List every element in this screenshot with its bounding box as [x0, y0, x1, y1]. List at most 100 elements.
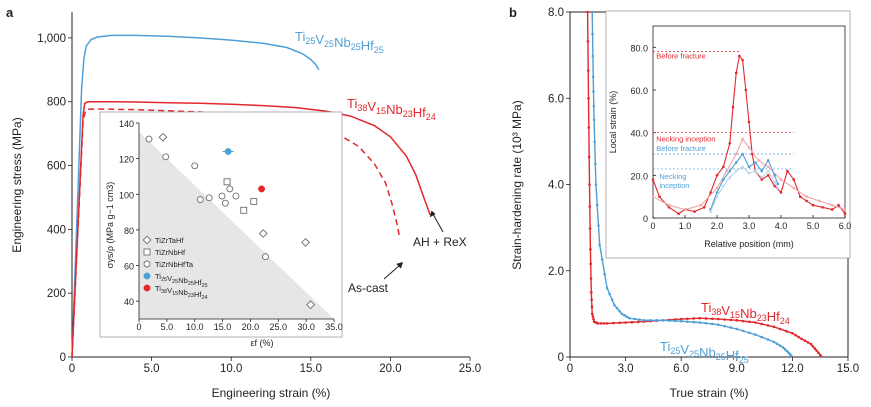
inset-a-y-label: σys/ρ (MPa g−1 cm3) [105, 182, 115, 268]
inset-a-x-tick-label: 25.0 [270, 322, 288, 332]
panel-b-point-2 [655, 319, 659, 322]
inset-a-x-tick-label: 20.0 [242, 322, 260, 332]
panel-b-point-1 [716, 317, 720, 321]
panel-b-point-1 [754, 321, 757, 324]
inset-a-point-4 [224, 148, 232, 155]
panel-b-x-tick-label: 9.0 [729, 363, 745, 375]
panel-b-point-1 [818, 353, 822, 357]
inset-a-y-tick-label: 80 [124, 226, 134, 236]
inset-b-point-2 [830, 203, 834, 207]
inset-b-point-3 [760, 169, 764, 173]
panel-a-x-label: Engineering strain (%) [212, 386, 331, 400]
inset-b-point-1 [779, 191, 783, 194]
panel-b-point-1 [596, 322, 600, 325]
panel-b-point-1 [729, 318, 733, 322]
inset-b-chart: 0 1.0 2.0 3.0 4.0 5.0 6.0 0 20.0 40.0 60.0 80.0 Re… [605, 10, 852, 259]
inset-b-point-4 [760, 176, 764, 179]
panel-b-point-2 [615, 306, 619, 310]
panel-b-point-1 [588, 227, 592, 230]
panel-a-line-1 [71, 34, 320, 358]
panel-a-x-tick-label: 5.0 [144, 363, 160, 375]
panel-b-chart: b 0 3.0 6.0 9.0 12.0 15.0 0 2.0 4.0 6.0 8.0 True … [509, 5, 859, 400]
panel-a-x-ticks: 0 5.0 10.0 15.0 20.0 25.0 [69, 357, 481, 375]
inset-b-annotation-5: inception [659, 181, 689, 190]
panel-b-point-2 [735, 327, 739, 331]
inset-b-point-1 [747, 120, 751, 124]
inset-a-y-tick-label: 140 [119, 119, 134, 129]
panel-b-point-2 [613, 303, 616, 307]
inset-b-point-2 [766, 165, 770, 169]
panel-b-point-1 [586, 10, 589, 14]
panel-b-point-1 [809, 342, 813, 346]
panel-b-point-1 [612, 321, 615, 325]
panel-b-point-2 [623, 314, 626, 317]
inset-b-point-3 [773, 174, 776, 177]
panel-b-point-2 [760, 335, 763, 339]
inset-b-point-2 [725, 169, 728, 173]
panel-a-y-tick-label: 1,000 [37, 33, 66, 45]
inset-b-annotation-2: Necking inception [656, 135, 715, 144]
inset-a-x-tick-label: 0 [136, 322, 141, 332]
panel-b-point-2 [698, 321, 702, 324]
inset-b-point-1 [786, 169, 789, 173]
inset-b-point-1 [709, 191, 712, 194]
inset-b-point-1 [760, 178, 764, 181]
inset-b-point-1 [702, 206, 706, 209]
panel-b-point-1 [815, 349, 818, 352]
inset-a-chart: 0 5.0 10.0 15.0 20.0 25.0 30.0 35.0 40 60 80 100 12… [99, 111, 343, 348]
inset-b-point-4 [766, 169, 770, 173]
panel-b-point-2 [741, 329, 745, 333]
panel-b-point-1 [589, 277, 593, 280]
inset-b-annotation-3: Before fracture [656, 144, 706, 153]
inset-b-x-tick-label: 6.0 [839, 221, 852, 231]
inset-a-y-tick-label: 120 [119, 155, 134, 165]
panel-b-y-tick-label: 0 [558, 352, 564, 364]
inset-a-point-2 [240, 206, 248, 214]
panel-b-point-1 [679, 317, 683, 321]
inset-a-legend-marker-5 [143, 284, 151, 292]
panel-b-point-1 [791, 331, 794, 335]
label-ti38: Ti38V15Nb23Hf24 [347, 96, 436, 122]
inset-b-line-3 [710, 152, 779, 210]
inset-b-point-1 [744, 88, 748, 92]
panel-b-point-2 [594, 162, 597, 166]
panel-a-y-tick-label: 800 [47, 97, 66, 109]
panel-b-point-2 [778, 344, 782, 348]
inset-b-point-1 [667, 206, 671, 209]
panel-a-x-tick-label: 10.0 [220, 363, 242, 375]
panel-b-point-1 [704, 317, 708, 320]
inset-a-point-2 [250, 197, 258, 205]
inset-b-point-4 [741, 165, 744, 169]
panel-a-y-label: Engineering stress (MPa) [10, 117, 24, 252]
panel-b-point-2 [593, 140, 597, 144]
inset-a-y-tick-label: 60 [124, 262, 134, 272]
panel-b-x-tick-label: 15.0 [837, 363, 859, 375]
inset-b-point-1 [722, 165, 725, 169]
panel-b-y-tick-label: 8.0 [548, 7, 564, 19]
panel-b-point-2 [775, 342, 779, 346]
inset-b-point-1 [731, 105, 735, 109]
panel-a-chart: a 0 5.0 10.0 15.0 20.0 25.0 02004006008001,00… [6, 5, 481, 400]
inset-b-annotation-1: Before fracture [656, 52, 706, 61]
inset-a-point-3 [145, 135, 153, 143]
panel-b-point-2 [649, 319, 652, 322]
inset-b-point-2 [699, 203, 703, 207]
inset-a-point-3 [191, 162, 199, 170]
inset-b-point-4 [747, 171, 751, 175]
inset-b-annotation-4: Necking [659, 172, 686, 181]
panel-b-point-1 [811, 344, 815, 348]
inset-b-point-3 [715, 191, 719, 194]
panel-b-point-1 [589, 247, 592, 251]
inset-b-background [605, 10, 851, 259]
inset-a-point-1 [306, 300, 316, 310]
inset-b-point-1 [811, 203, 815, 207]
panel-b-x-label: True strain (%) [670, 386, 749, 400]
inset-b-point-1 [738, 54, 741, 58]
inset-b-point-1 [805, 199, 808, 203]
panel-b-point-1 [760, 322, 763, 326]
inset-b-y-tick-label: 80.0 [630, 43, 648, 53]
inset-b-point-1 [830, 208, 834, 211]
inset-b-point-1 [843, 212, 847, 216]
inset-a-x-tick-label: 5.0 [161, 322, 174, 332]
